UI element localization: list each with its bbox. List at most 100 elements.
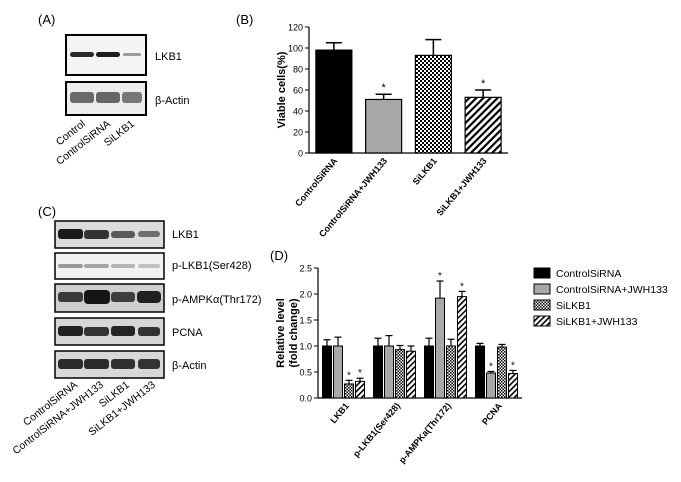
blot-a-label-lkb1: LKB1 (155, 51, 182, 63)
y-tick-label: 80 (293, 65, 303, 75)
blot-c-actin (54, 350, 165, 379)
x-tick-label: ControlSiRNA (293, 155, 340, 208)
blot-c-label-actin: β-Actin (172, 360, 206, 372)
bar (435, 297, 445, 399)
panel-c-label: (C) (38, 204, 56, 219)
bar (395, 349, 405, 399)
blot-c-label-pampk: p-AMPKα(Thr172) (172, 294, 262, 306)
y-tick-label: 60 (293, 86, 303, 96)
bar (497, 346, 507, 399)
significance-mark: * (347, 370, 351, 381)
band (123, 53, 141, 56)
bar (344, 383, 354, 399)
blot-c-label-lkb1: LKB1 (172, 229, 199, 241)
y-axis-label: Relative level (275, 298, 287, 368)
band (70, 92, 94, 103)
blot-a-lkb1 (65, 34, 147, 76)
band (138, 327, 160, 336)
x-tick-label: p-AMPKa(Thr172) (397, 401, 453, 465)
band (111, 359, 135, 369)
band (84, 264, 109, 268)
bar (414, 54, 452, 154)
significance-mark: * (489, 361, 493, 372)
significance-mark: * (481, 78, 486, 90)
bar (315, 49, 353, 154)
bar (446, 345, 456, 399)
y-axis-label: Viable cells(%) (276, 51, 288, 128)
y-tick-label: 2.0 (299, 290, 312, 300)
legend-swatch (533, 267, 551, 279)
band (58, 292, 83, 302)
bar (333, 345, 343, 399)
band (84, 327, 109, 336)
y-tick-label: 1.0 (299, 342, 312, 352)
band (111, 231, 135, 238)
band (84, 230, 109, 239)
band (96, 52, 120, 57)
legend-label: ControlSiRNA+JWH133 (556, 284, 668, 296)
band (70, 52, 94, 57)
bar (365, 98, 403, 154)
x-tick-label: PCNA (480, 400, 504, 426)
panel-a-label: (A) (38, 12, 55, 27)
blot-c-pcna (54, 317, 165, 346)
y-tick-label: 20 (293, 128, 303, 138)
bar (322, 345, 332, 399)
bar (486, 372, 496, 399)
blot-a-label-actin: β-Actin (155, 95, 189, 107)
legend-label: ControlSiRNA (556, 268, 621, 280)
band (122, 92, 142, 103)
band (137, 291, 161, 303)
band (111, 292, 135, 302)
legend-label: SiLKB1+JWH133 (556, 316, 638, 328)
band (58, 359, 83, 369)
blot-c-plkb1 (54, 252, 165, 280)
blot-c-lkb1 (54, 220, 165, 249)
bar (373, 345, 383, 399)
bar (475, 345, 485, 399)
band (138, 359, 160, 369)
blot-c-label-plkb1: p-LKB1(Ser428) (172, 260, 252, 272)
chart-d-relative-level: (D) 0.0 0.5 1.0 1.5 2.0 2.5 Relative level (fol… (270, 248, 522, 465)
significance-mark: * (438, 271, 442, 282)
chart-b-viable-cells: (B) 0 20 40 60 80 100 120 Viable cells(%) Contro… (236, 12, 508, 239)
legend-swatch (533, 315, 551, 327)
band (58, 326, 83, 336)
y-tick-label: 120 (288, 23, 303, 33)
bar (406, 350, 416, 399)
y-tick-label: 40 (293, 107, 303, 117)
y-tick-label: 100 (288, 44, 303, 54)
band (138, 264, 160, 268)
legend-label: SiLKB1 (556, 300, 591, 312)
band (138, 231, 160, 237)
significance-mark: * (511, 360, 515, 371)
y-tick-label: 1.5 (299, 316, 312, 326)
y-tick-label: 0.0 (299, 394, 312, 404)
band (96, 92, 120, 103)
blot-a-actin (65, 81, 147, 116)
bar (355, 380, 365, 399)
bar (424, 345, 434, 399)
x-tick-label: SiLKB1+JWH133 (435, 156, 489, 218)
legend-swatch (533, 299, 551, 311)
band (58, 229, 83, 239)
x-tick-label: p-LKB1(Ser428) (351, 401, 402, 459)
blot-c-pampk (54, 283, 165, 313)
significance-mark: * (358, 368, 362, 379)
significance-mark: * (381, 82, 386, 94)
band (111, 264, 135, 268)
x-tick-label: LKB1 (328, 401, 351, 425)
bar (457, 296, 467, 399)
band (58, 264, 83, 268)
significance-mark: * (460, 281, 464, 292)
panel-d-label: (D) (270, 248, 288, 263)
legend-swatch (533, 283, 551, 295)
x-tick-label: SiLKB1 (411, 156, 439, 187)
y-axis-label: (fold change) (288, 298, 300, 367)
bar (464, 96, 502, 154)
band (111, 326, 135, 336)
band (84, 290, 110, 304)
bar (384, 345, 394, 399)
legend-d: ControlSiRNA ControlSiRNA+JWH133 SiLKB1 SiL… (533, 267, 668, 328)
